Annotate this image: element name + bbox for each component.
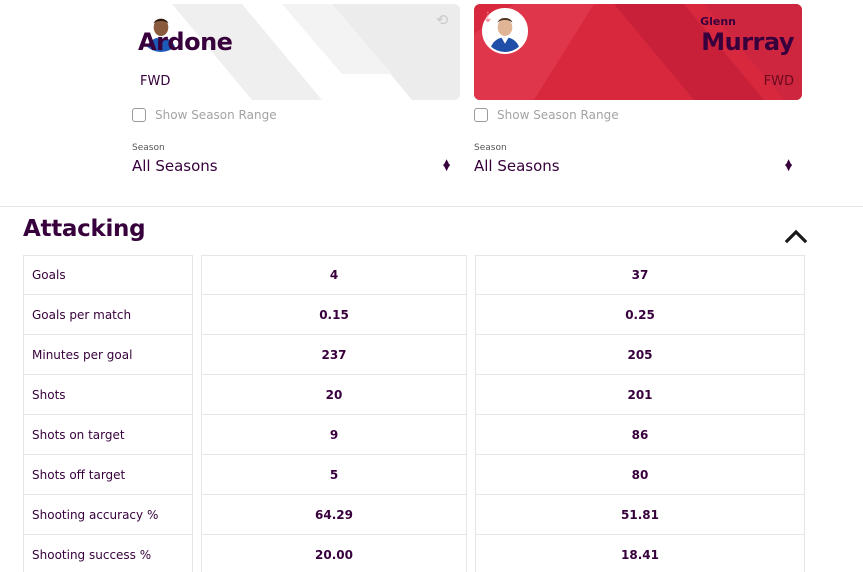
stats-label-column: Goals Goals per match Minutes per goal S… xyxy=(23,255,193,572)
season-dropdown-left[interactable]: Season All Seasons ▲ ▼ xyxy=(132,143,452,175)
player-position-left: FWD xyxy=(140,74,171,89)
stat-label: Shots xyxy=(23,375,193,415)
stat-value-left: 64.29 xyxy=(201,495,467,535)
player-position-right: FWD xyxy=(763,74,794,89)
stat-value-left: 20 xyxy=(201,375,467,415)
player-card-right: ⇣ Glenn Murray FWD xyxy=(474,4,802,100)
stat-value-right: 80 xyxy=(475,455,805,495)
season-range-label-left: Show Season Range xyxy=(155,108,277,122)
season-dropdown-right[interactable]: Season All Seasons ▲ ▼ xyxy=(474,143,794,175)
season-select-right[interactable]: All Seasons ▲ ▼ xyxy=(474,157,792,175)
player-name-right: Murray xyxy=(701,28,794,56)
season-range-label-right: Show Season Range xyxy=(497,108,619,122)
season-value-right: All Seasons xyxy=(474,157,560,175)
stat-value-right: 51.81 xyxy=(475,495,805,535)
season-label-right: Season xyxy=(474,143,507,153)
select-arrows-icon: ▲ ▼ xyxy=(785,158,792,173)
remove-icon[interactable]: ⇣ xyxy=(482,10,494,26)
player-card-left: Ardone FWD ⟲ xyxy=(132,4,460,100)
stat-label: Goals per match xyxy=(23,295,193,335)
stats-left-player-column: 4 0.15 237 20 9 5 64.29 20.00 xyxy=(201,255,467,572)
season-value-left: All Seasons xyxy=(132,157,218,175)
season-range-checkbox-left[interactable] xyxy=(132,108,146,122)
section-title: Attacking xyxy=(23,216,146,242)
card-stripes-decoration xyxy=(172,4,460,100)
stat-label: Shooting success % xyxy=(23,535,193,572)
stat-value-left: 4 xyxy=(201,255,467,295)
stat-label: Shots on target xyxy=(23,415,193,455)
stat-label: Shots off target xyxy=(23,455,193,495)
season-label-left: Season xyxy=(132,143,165,153)
show-season-range-left[interactable]: Show Season Range xyxy=(132,108,277,122)
stat-value-left: 9 xyxy=(201,415,467,455)
stat-value-left: 0.15 xyxy=(201,295,467,335)
season-range-checkbox-right[interactable] xyxy=(474,108,488,122)
stat-label: Shooting accuracy % xyxy=(23,495,193,535)
stat-value-right: 0.25 xyxy=(475,295,805,335)
stat-value-left: 20.00 xyxy=(201,535,467,572)
stat-label: Goals xyxy=(23,255,193,295)
chevron-up-icon[interactable] xyxy=(785,228,807,244)
stat-value-right: 18.41 xyxy=(475,535,805,572)
stat-value-left: 5 xyxy=(201,455,467,495)
player-name-left: Ardone xyxy=(138,28,233,56)
show-season-range-right[interactable]: Show Season Range xyxy=(474,108,619,122)
stat-value-left: 237 xyxy=(201,335,467,375)
stat-value-right: 37 xyxy=(475,255,805,295)
stat-value-right: 201 xyxy=(475,375,805,415)
stat-label: Minutes per goal xyxy=(23,335,193,375)
stat-value-right: 205 xyxy=(475,335,805,375)
select-arrows-icon: ▲ ▼ xyxy=(443,158,450,173)
player-avatar-right xyxy=(482,8,528,54)
player-first-name-right: Glenn xyxy=(700,15,736,28)
stats-right-player-column: 37 0.25 205 201 86 80 51.81 18.41 xyxy=(475,255,805,572)
swap-icon[interactable]: ⟲ xyxy=(435,11,449,29)
stat-value-right: 86 xyxy=(475,415,805,455)
season-select-left[interactable]: All Seasons ▲ ▼ xyxy=(132,157,450,175)
player-avatar-left xyxy=(138,8,184,54)
section-divider xyxy=(0,206,863,207)
